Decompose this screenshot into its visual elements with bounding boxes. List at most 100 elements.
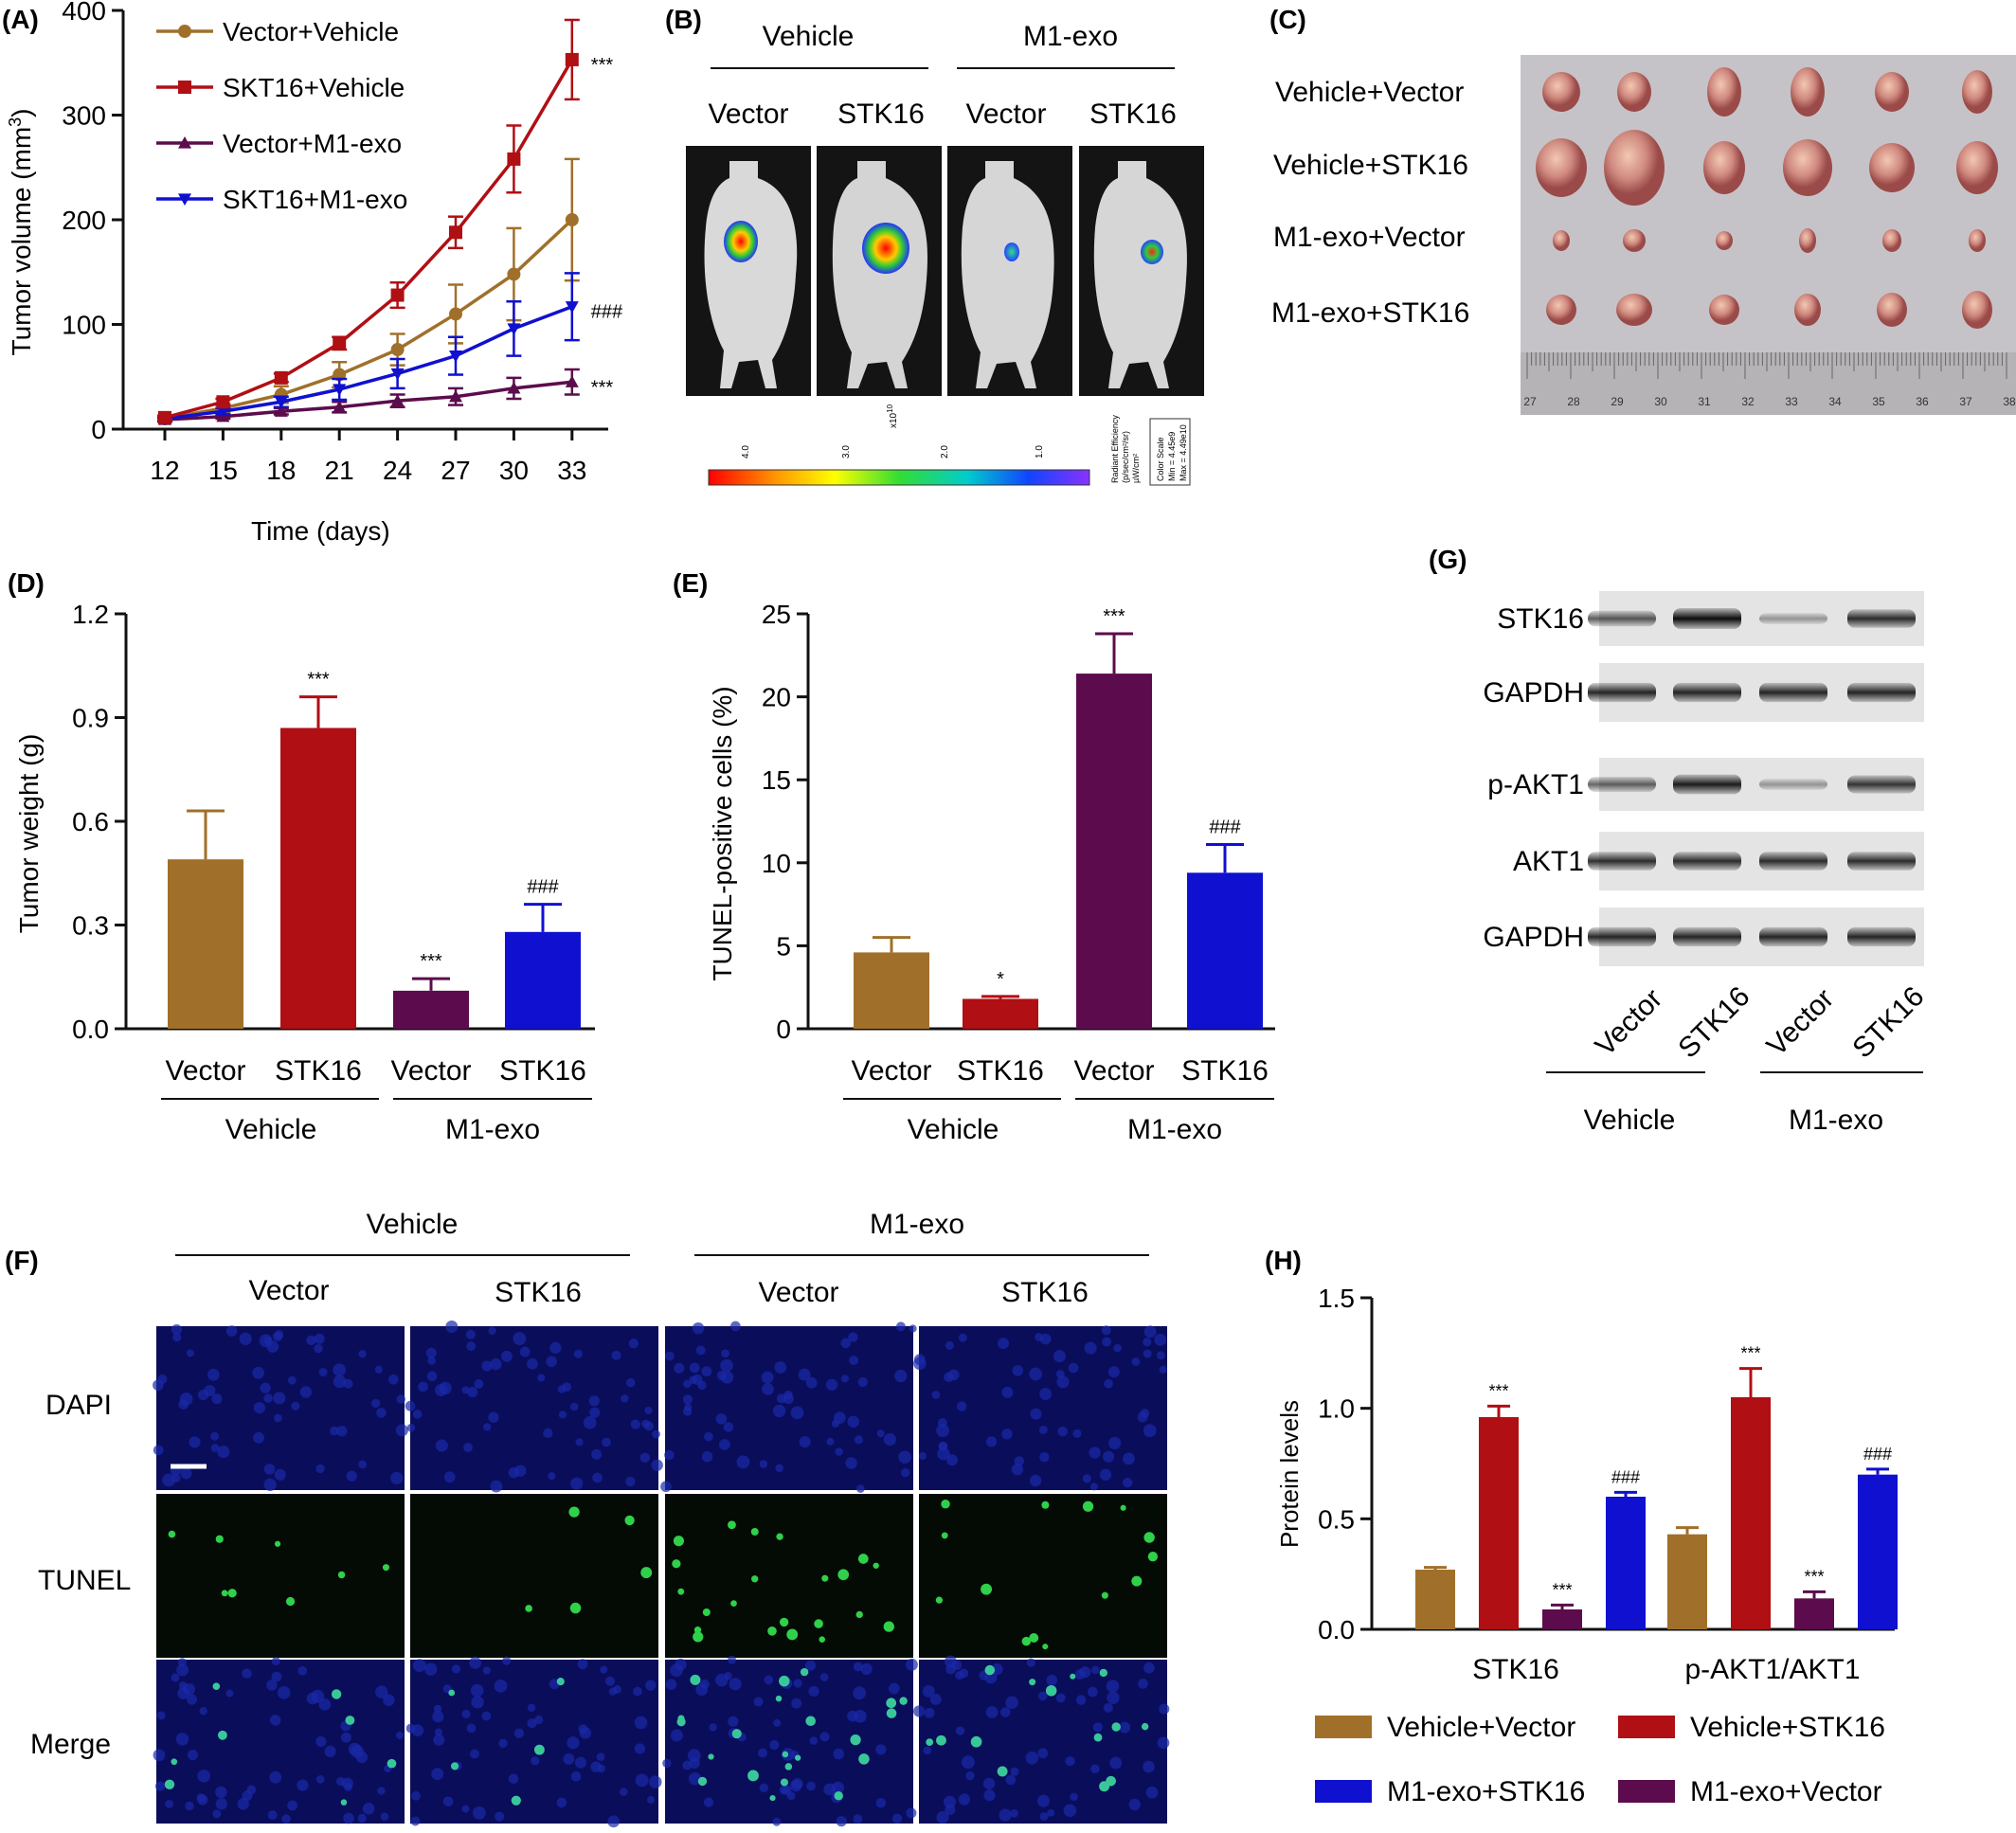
a-x-tick-label: 27 [441,456,470,485]
f-nucleus [860,1662,873,1676]
f-nucleus [619,1788,628,1796]
f-nucleus [1143,1338,1152,1347]
f-tunel-cell [886,1698,897,1709]
f-tunel-cell [981,1583,993,1595]
h-bar [1731,1397,1771,1629]
f-nucleus [1089,1447,1101,1459]
f-tunel-cell [941,1532,948,1539]
e-y-tick-label: 15 [762,765,791,795]
h-bar [1479,1417,1519,1629]
e-significance-label: *** [1103,606,1125,627]
f-tunel-cell [708,1753,714,1760]
a-series-line [164,305,573,421]
g-lane-label: STK16 [1846,980,1930,1064]
panel-letter-g: (G) [1429,545,1467,574]
a-data-point [390,368,405,381]
f-nucleus [465,1329,476,1339]
f-nucleus [819,1673,829,1681]
f-nucleus [1065,1755,1075,1767]
c-ruler [1521,352,2016,415]
f-tunel-cell [215,1535,224,1543]
b-color-scale-bar [708,469,1090,486]
f-nucleus [847,1415,860,1429]
f-tunel-cell [794,1754,801,1761]
f-nucleus [646,1795,655,1804]
f-nucleus [267,1810,278,1821]
f-nucleus [775,1464,783,1473]
f-nucleus [1011,1464,1024,1476]
f-tunel-cell [331,1689,342,1699]
f-nucleus [1131,1357,1141,1366]
f-nucleus [543,1428,553,1439]
f-tunel-cell [1082,1501,1094,1512]
f-nucleus [1014,1456,1025,1466]
f-nucleus [1082,1474,1091,1483]
f-nucleus [959,1668,969,1679]
f-nucleus [433,1734,445,1746]
f-nucleus [798,1368,811,1381]
b-scale-exponent: x1010 [886,404,900,428]
f-nucleus [215,1798,227,1810]
f-nucleus [575,1438,584,1447]
f-nucleus [387,1374,399,1385]
d-y-axis-label: Tumor weight (g) [14,734,44,934]
f-tunel-cell [221,1590,228,1597]
f-nucleus [297,1779,309,1791]
f-nucleus [718,1439,730,1450]
g-blot-strip: AKT1 [1513,832,1924,890]
a-x-tick-label: 24 [383,456,412,485]
f-nucleus [641,1419,651,1429]
a-data-point [565,301,579,314]
f-tunel-cell [855,1610,863,1619]
c-tumor [1542,72,1580,112]
f-image [913,1325,1167,1491]
c-tumor [1703,141,1745,194]
h-bar [1794,1598,1834,1629]
f-nucleus [825,1378,838,1392]
f-nucleus [1012,1365,1024,1376]
c-tumor [1617,72,1651,112]
f-nucleus [728,1655,737,1664]
f-nucleus [999,1808,1012,1822]
a-data-point [449,225,462,240]
f-nucleus [1102,1337,1112,1347]
f-nucleus [720,1358,733,1373]
a-data-point [390,394,405,406]
h-bar-group [1415,1566,1455,1629]
f-nucleus [1143,1424,1157,1438]
f-nucleus [362,1803,375,1815]
b-mouse-image-1 [686,146,811,396]
f-nucleus [187,1749,199,1761]
a-y-tick-label: 400 [62,0,106,26]
e-bar-group: Vector [851,936,932,1087]
f-tunel-cell [568,1506,580,1518]
f-nucleus [588,1395,600,1407]
f-nucleus [508,1466,519,1479]
a-data-point [507,267,521,281]
f-nucleus [574,1756,586,1769]
f-nucleus [297,1665,308,1676]
f-nucleus [495,1811,505,1822]
f-nucleus [185,1801,194,1811]
a-x-tick-label: 12 [150,456,179,485]
g-band [1673,926,1741,947]
f-nucleus [721,1349,729,1358]
f-nucleus [662,1758,672,1769]
d-bar-group: *** Vector [390,951,471,1087]
f-nucleus [724,1671,732,1680]
f-nucleus [840,1375,850,1383]
f-tunel-cell [340,1799,348,1806]
f-nucleus [1089,1483,1098,1491]
f-tunel-cell [984,1664,996,1676]
c-ruler-label: 28 [1567,395,1580,408]
f-nucleus [263,1393,273,1403]
e-group-label-vehicle: Vehicle [908,1114,999,1145]
f-tunel-cell [511,1795,521,1806]
f-tunel-cell [935,1596,944,1604]
f-nucleus [242,1790,253,1802]
f-nucleus [922,1684,935,1698]
c-tumor [1623,229,1646,252]
h-bar [1542,1609,1582,1629]
a-data-point [507,152,521,166]
